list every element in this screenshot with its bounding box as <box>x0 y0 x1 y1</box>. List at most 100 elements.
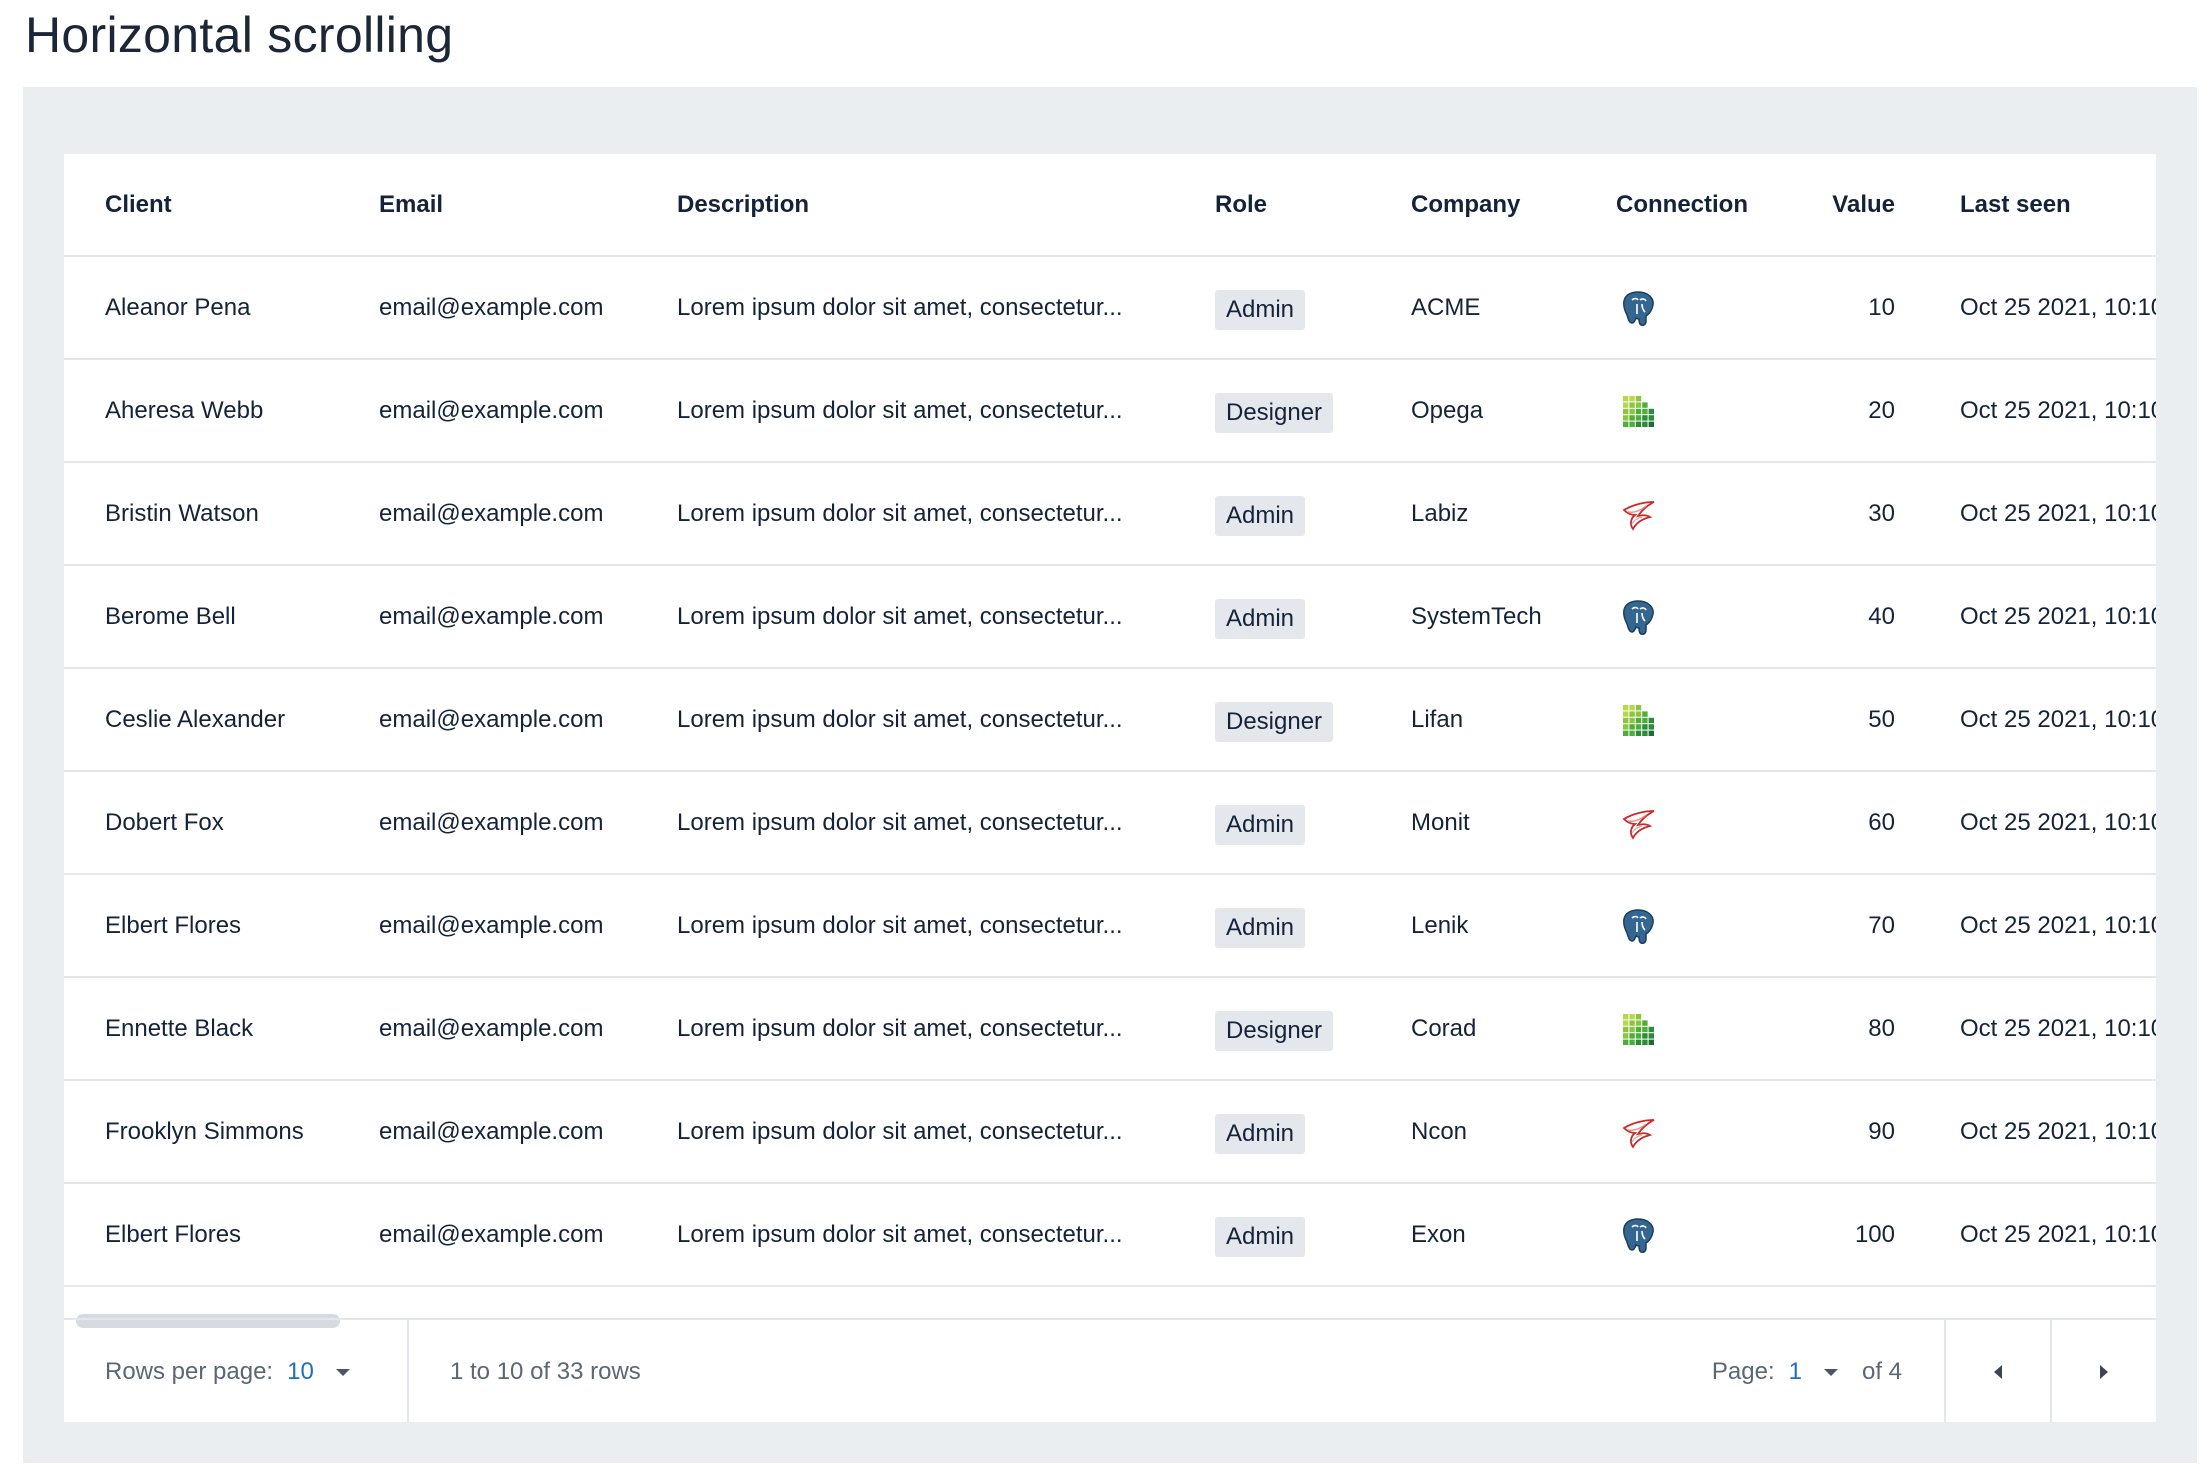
description-text: Lorem ipsum dolor sit amet, consectetur.… <box>677 396 1123 424</box>
cell-spacer <box>1895 462 1960 566</box>
table-container-backdrop: Client Email Description Role Company Co… <box>23 87 2197 1463</box>
cell-description: Lorem ipsum dolor sit amet, consectetur.… <box>677 1183 1215 1287</box>
next-page-button[interactable] <box>2050 1320 2156 1422</box>
cell-value: 40 <box>1791 565 1895 669</box>
table-body: Aleanor Pena email@example.com Lorem ipsum… <box>64 256 2156 1287</box>
cell-role: Admin <box>1215 1080 1411 1184</box>
clients-table: Client Email Description Role Company Co… <box>64 154 2156 1287</box>
role-badge: Designer <box>1215 392 1334 433</box>
rows-per-page-select[interactable]: 10 <box>287 1358 314 1385</box>
cell-spacer <box>1895 359 1960 463</box>
sqlserver-icon <box>1618 803 1658 843</box>
description-text: Lorem ipsum dolor sit amet, consectetur.… <box>677 499 1123 527</box>
table-row[interactable]: Aheresa Webb email@example.com Lorem ipsum… <box>64 359 2156 463</box>
cell-connection <box>1616 874 1791 978</box>
cell-company: Labiz <box>1411 462 1616 566</box>
previous-page-button[interactable] <box>1944 1320 2050 1422</box>
cell-email: email@example.com <box>379 1183 677 1287</box>
table-scroll-viewport[interactable]: Client Email Description Role Company Co… <box>64 154 2156 1314</box>
cell-last-seen: Oct 25 2021, 10:10 <box>1960 668 2156 772</box>
column-header-description[interactable]: Description <box>677 154 1215 257</box>
description-text: Lorem ipsum dolor sit amet, consectetur.… <box>677 1117 1123 1145</box>
cell-role: Designer <box>1215 359 1411 463</box>
column-header-value[interactable]: Value <box>1791 154 1895 257</box>
page-select-section: Page: 1 of 4 <box>1712 1358 1944 1386</box>
cell-last-seen: Oct 25 2021, 10:10 <box>1960 359 2156 463</box>
grid-db-icon <box>1618 391 1658 431</box>
role-badge: Admin <box>1215 907 1306 948</box>
cell-client: Aleanor Pena <box>64 256 379 360</box>
cell-value: 80 <box>1791 977 1895 1081</box>
role-badge: Admin <box>1215 289 1306 330</box>
table-row[interactable]: Berome Bell email@example.com Lorem ipsum … <box>64 565 2156 669</box>
cell-spacer <box>1895 1080 1960 1184</box>
cell-description: Lorem ipsum dolor sit amet, consectetur.… <box>677 462 1215 566</box>
cell-connection <box>1616 668 1791 772</box>
cell-description: Lorem ipsum dolor sit amet, consectetur.… <box>677 1080 1215 1184</box>
cell-value: 30 <box>1791 462 1895 566</box>
cell-spacer <box>1895 256 1960 360</box>
cell-last-seen: Oct 25 2021, 10:10 <box>1960 1080 2156 1184</box>
column-header-email[interactable]: Email <box>379 154 677 257</box>
cell-client: Elbert Flores <box>64 1183 379 1287</box>
role-badge: Admin <box>1215 495 1306 536</box>
cell-email: email@example.com <box>379 359 677 463</box>
cell-connection <box>1616 359 1791 463</box>
cell-client: Ennette Black <box>64 977 379 1081</box>
table-row[interactable]: Dobert Fox email@example.com Lorem ipsum d… <box>64 771 2156 875</box>
table-row[interactable]: Elbert Flores email@example.com Lorem ipsu… <box>64 1183 2156 1287</box>
cell-description: Lorem ipsum dolor sit amet, consectetur.… <box>677 668 1215 772</box>
cell-email: email@example.com <box>379 668 677 772</box>
chevron-down-icon[interactable] <box>1823 1368 1838 1376</box>
cell-client: Aheresa Webb <box>64 359 379 463</box>
cell-company: Monit <box>1411 771 1616 875</box>
column-header-connection[interactable]: Connection <box>1616 154 1791 257</box>
table-row[interactable]: Frooklyn Simmons email@example.com Lorem i… <box>64 1080 2156 1184</box>
cell-last-seen: Oct 25 2021, 10:10 <box>1960 874 2156 978</box>
postgres-icon <box>1618 597 1658 637</box>
caret-left-icon <box>1994 1365 2002 1379</box>
cell-value: 60 <box>1791 771 1895 875</box>
cell-email: email@example.com <box>379 565 677 669</box>
cell-client: Dobert Fox <box>64 771 379 875</box>
cell-value: 90 <box>1791 1080 1895 1184</box>
cell-role: Admin <box>1215 256 1411 360</box>
chevron-down-icon[interactable] <box>335 1368 350 1376</box>
table-row[interactable]: Ceslie Alexander email@example.com Lorem i… <box>64 668 2156 772</box>
cell-role: Admin <box>1215 462 1411 566</box>
column-header-role[interactable]: Role <box>1215 154 1411 257</box>
cell-value: 100 <box>1791 1183 1895 1287</box>
table-row[interactable]: Aleanor Pena email@example.com Lorem ipsum… <box>64 256 2156 360</box>
cell-connection <box>1616 462 1791 566</box>
table-row[interactable]: Bristin Watson email@example.com Lorem ips… <box>64 462 2156 566</box>
cell-connection <box>1616 256 1791 360</box>
cell-role: Admin <box>1215 1183 1411 1287</box>
cell-company: Corad <box>1411 977 1616 1081</box>
horizontal-scrollbar-thumb[interactable] <box>76 1314 340 1328</box>
description-text: Lorem ipsum dolor sit amet, consectetur.… <box>677 705 1123 733</box>
cell-spacer <box>1895 565 1960 669</box>
cell-spacer <box>1895 668 1960 772</box>
cell-company: SystemTech <box>1411 565 1616 669</box>
cell-last-seen: Oct 25 2021, 10:10 <box>1960 462 2156 566</box>
sqlserver-icon <box>1618 494 1658 534</box>
cell-last-seen: Oct 25 2021, 10:10 <box>1960 256 2156 360</box>
column-header-company[interactable]: Company <box>1411 154 1616 257</box>
description-text: Lorem ipsum dolor sit amet, consectetur.… <box>677 911 1123 939</box>
table-row[interactable]: Ennette Black email@example.com Lorem ipsu… <box>64 977 2156 1081</box>
cell-email: email@example.com <box>379 874 677 978</box>
role-badge: Admin <box>1215 804 1306 845</box>
cell-client: Frooklyn Simmons <box>64 1080 379 1184</box>
cell-value: 20 <box>1791 359 1895 463</box>
cell-description: Lorem ipsum dolor sit amet, consectetur.… <box>677 977 1215 1081</box>
column-header-client[interactable]: Client <box>64 154 379 257</box>
cell-role: Admin <box>1215 874 1411 978</box>
table-row[interactable]: Elbert Flores email@example.com Lorem ipsu… <box>64 874 2156 978</box>
column-header-last-seen[interactable]: Last seen <box>1960 154 2156 257</box>
role-badge: Admin <box>1215 1113 1306 1154</box>
page-select[interactable]: 1 <box>1788 1358 1802 1385</box>
description-text: Lorem ipsum dolor sit amet, consectetur.… <box>677 602 1123 630</box>
cell-role: Admin <box>1215 565 1411 669</box>
data-table-card: Client Email Description Role Company Co… <box>64 154 2156 1422</box>
role-badge: Admin <box>1215 1216 1306 1257</box>
